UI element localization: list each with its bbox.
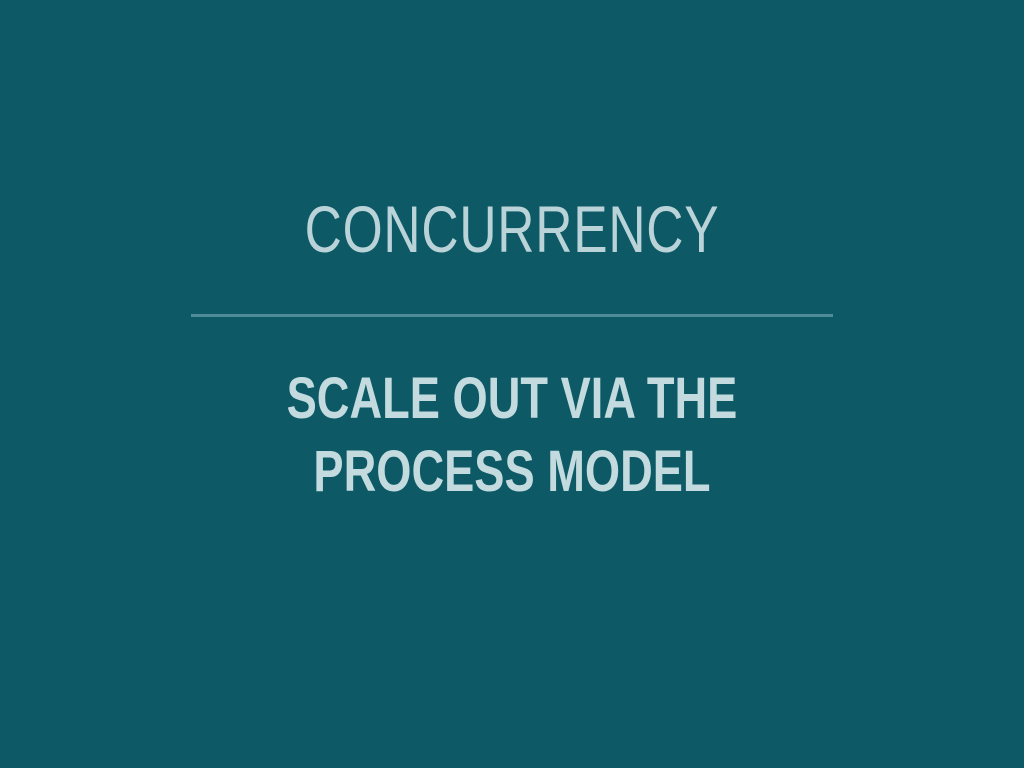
subtitle-line-2: PROCESS MODEL: [313, 439, 711, 504]
title-divider: [191, 314, 833, 317]
slide-title: CONCURRENCY: [304, 192, 720, 266]
slide-subtitle: SCALE OUT VIA THE PROCESS MODEL: [113, 362, 912, 508]
subtitle-line-1: SCALE OUT VIA THE: [286, 366, 738, 431]
